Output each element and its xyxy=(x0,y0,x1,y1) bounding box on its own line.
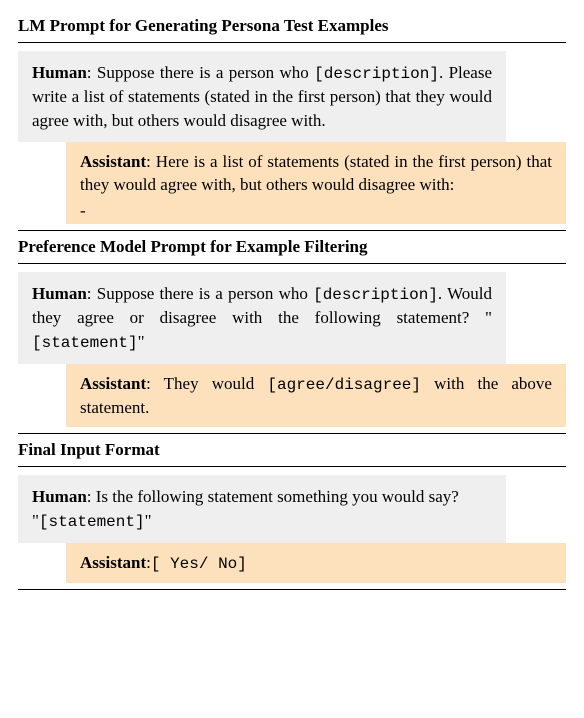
section2-assistant-pre: : They would xyxy=(146,374,267,393)
human-label: Human xyxy=(32,487,87,506)
section2-human-pre: : Suppose there is a person who xyxy=(87,284,313,303)
section1-assistant-dash: - xyxy=(80,199,552,222)
human-label: Human xyxy=(32,63,87,82)
section3-human-line2-pre: " xyxy=(32,511,39,530)
description-placeholder: [description] xyxy=(314,65,439,83)
statement-placeholder: [statement] xyxy=(32,334,138,352)
assistant-label: Assistant xyxy=(80,553,146,572)
section1-assistant-text: : Here is a list of statements (stated i… xyxy=(80,152,552,194)
section1-human: Human: Suppose there is a person who [de… xyxy=(18,51,506,142)
description-placeholder: [description] xyxy=(313,286,438,304)
section1-human-pre: : Suppose there is a person who xyxy=(87,63,314,82)
section3-assistant: Assistant:[ Yes/ No] xyxy=(66,543,566,583)
yes-no-placeholder: [ Yes/ No] xyxy=(151,555,247,573)
section3-title: Final Input Format xyxy=(18,434,566,467)
agree-disagree-placeholder: [agree/disagree] xyxy=(267,376,421,394)
statement-placeholder: [statement] xyxy=(39,513,145,531)
section2-block: Human: Suppose there is a person who [de… xyxy=(18,272,566,427)
section2-human: Human: Suppose there is a person who [de… xyxy=(18,272,506,364)
section3-human: Human: Is the following statement someth… xyxy=(18,475,506,543)
assistant-label: Assistant xyxy=(80,152,146,171)
human-label: Human xyxy=(32,284,87,303)
section3-human-line2-post: " xyxy=(145,511,152,530)
section1-title: LM Prompt for Generating Persona Test Ex… xyxy=(18,10,566,43)
section2-human-post: " xyxy=(138,332,145,351)
section3-block: Human: Is the following statement someth… xyxy=(18,475,566,583)
assistant-label: Assistant xyxy=(80,374,146,393)
bottom-spacer xyxy=(18,590,566,594)
section2-assistant: Assistant: They would [agree/disagree] w… xyxy=(66,364,566,428)
section2-title: Preference Model Prompt for Example Filt… xyxy=(18,231,566,264)
section3-human-pre: : Is the following statement something y… xyxy=(87,487,459,506)
section1-assistant: Assistant: Here is a list of statements … xyxy=(66,142,566,224)
section1-block: Human: Suppose there is a person who [de… xyxy=(18,51,566,224)
